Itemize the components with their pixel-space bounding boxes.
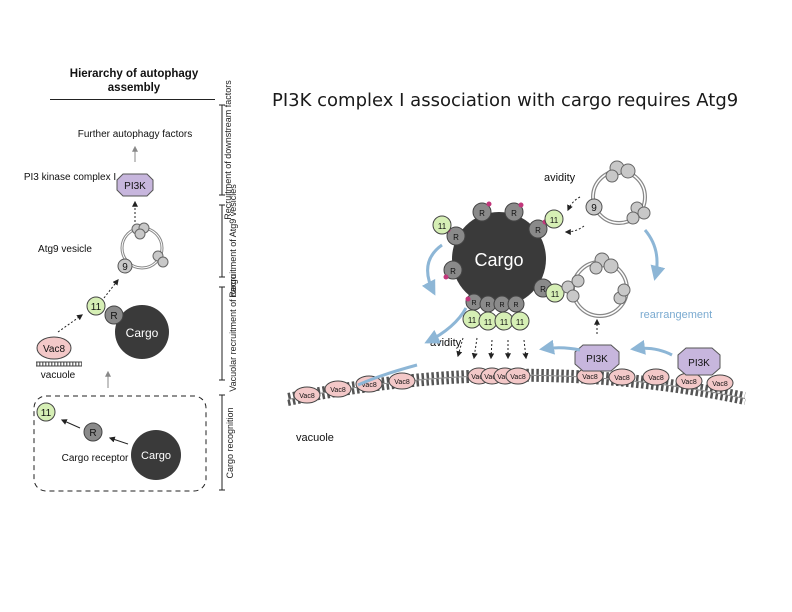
svg-text:11: 11 [468,316,477,325]
svg-text:Vac8: Vac8 [712,381,728,388]
process-arrows [357,229,673,387]
svg-text:PI3K: PI3K [586,354,608,365]
atg9-vesicle-label: Atg9 vesicle [38,244,92,255]
svg-text:11: 11 [438,222,447,231]
svg-text:R: R [511,209,517,218]
cargo-complex-right: Cargo R R R R R R R R R R 11 11 11 11 11 [432,201,565,331]
header-rule [50,99,215,100]
left-panel: Recruitment of downstream factors Recrui… [24,80,238,492]
stage-bracket-vacuolar [219,286,225,381]
svg-text:R: R [540,285,546,294]
stage-bracket-atg9 [219,204,225,278]
left-panel-header: Hierarchy of autophagy assembly [69,68,199,94]
vac8-right-10: Vac8 [608,368,636,386]
svg-text:Vac8: Vac8 [681,379,697,386]
stage-bracket-downstream [219,104,225,196]
vac8-right-1: Vac8 [293,386,321,404]
svg-text:R: R [450,267,456,276]
svg-text:R: R [513,302,518,309]
stage-label-recognition: Cargo recognition [225,407,235,478]
svg-text:R: R [479,209,485,218]
vac8-right-11: Vac8 [642,368,670,386]
stage-label-vacuolar: Vacuolar recruitment of cargo [228,274,238,391]
pi3-kinase-label: PI3 kinase complex I [24,172,116,183]
svg-text:11: 11 [41,408,52,419]
dotted-arrow-9-to-11-top [567,196,581,212]
dotted-arrow-9-to-11-mid [564,225,585,235]
vacuole-label-right: vacuole [296,432,334,444]
rearrangement-label: rearrangement [640,309,712,321]
atg11-recognition: 11 [36,402,56,422]
cargo-receptor-label: Cargo receptor [62,453,129,464]
right-panel: vacuole Vac8 Vac8 Vac8 Vac8 Vac8 Vac8 Va… [287,160,746,444]
svg-text:11: 11 [91,302,102,313]
vac8-right-3: Vac8 [355,375,383,393]
svg-text:11: 11 [516,318,525,327]
pi3k-complex-left: PI3K [116,173,154,197]
svg-text:PI3K: PI3K [688,358,710,369]
svg-text:Vac8: Vac8 [394,379,410,386]
pi3k-complex-right-1: PI3K [574,344,620,372]
arrow-r-to-11 [60,419,81,429]
avidity-label-top: avidity [544,172,576,184]
vac8-right-13: Vac8 [706,374,734,392]
atg9-vesicle-right-top: 9 [585,160,651,225]
svg-text:R: R [453,233,459,242]
stage-label-downstream: Recruitment of downstream factors [223,80,233,220]
svg-text:R: R [110,311,117,322]
stage-label-atg9-vesicles: Recruitment of Atg9 vesicles [228,184,238,298]
svg-text:Cargo: Cargo [141,450,171,462]
svg-text:9: 9 [122,262,128,273]
svg-text:Vac8: Vac8 [43,344,65,355]
svg-text:Vac8: Vac8 [614,375,630,382]
stage-bracket-recognition [219,394,225,491]
atg9-vesicle-right-bound [561,252,631,318]
svg-text:R: R [89,428,96,439]
svg-text:Cargo: Cargo [126,326,159,340]
svg-text:Vac8: Vac8 [484,374,500,381]
svg-text:Vac8: Vac8 [361,382,377,389]
receptor-recognition: R [83,422,103,442]
vac8-right-8: Vac8 [505,367,531,385]
svg-text:Vac8: Vac8 [497,374,513,381]
svg-text:9: 9 [591,203,597,214]
svg-text:11: 11 [484,318,493,327]
atg9-vesicle-left: 9 [117,222,169,274]
vacuole-membrane-left [36,361,82,367]
svg-text:PI3K: PI3K [124,181,146,192]
svg-text:Vac8: Vac8 [330,387,346,394]
svg-text:11: 11 [551,290,560,299]
vacuole-label-left: vacuole [41,370,76,381]
svg-text:R: R [499,302,504,309]
svg-text:Vac8: Vac8 [299,393,315,400]
cargo-complex-left: Cargo R 11 [86,296,169,359]
slide-title: PI3K complex I association with cargo re… [272,90,739,111]
pi3k-complex-right-2: PI3K [677,347,721,376]
cargo-recognition-box [33,395,207,492]
vac8-right-4: Vac8 [388,372,416,390]
cargo-recognition: Cargo [131,430,181,480]
svg-text:Vac8: Vac8 [471,374,487,381]
vac8-right-2: Vac8 [324,380,352,398]
avidity-binding-arrows [456,337,529,360]
vac8-right-12: Vac8 [675,372,703,390]
svg-text:R: R [485,302,490,309]
vac8-left: Vac8 [36,336,72,360]
further-factors-label: Further autophagy factors [78,129,193,140]
svg-text:Cargo: Cargo [474,250,523,270]
dotted-arrow-vac8-to-11 [57,314,83,333]
vac8-right-9: Vac8 [576,367,604,385]
svg-text:R: R [535,226,541,235]
arrow-cargo-to-r [108,436,129,445]
svg-text:Vac8: Vac8 [510,374,526,381]
svg-text:11: 11 [550,216,559,225]
svg-text:Vac8: Vac8 [582,374,598,381]
svg-text:Vac8: Vac8 [648,375,664,382]
dotted-arrow-to-atg9 [103,279,119,299]
svg-text:R: R [471,300,476,307]
svg-text:11: 11 [500,318,509,327]
